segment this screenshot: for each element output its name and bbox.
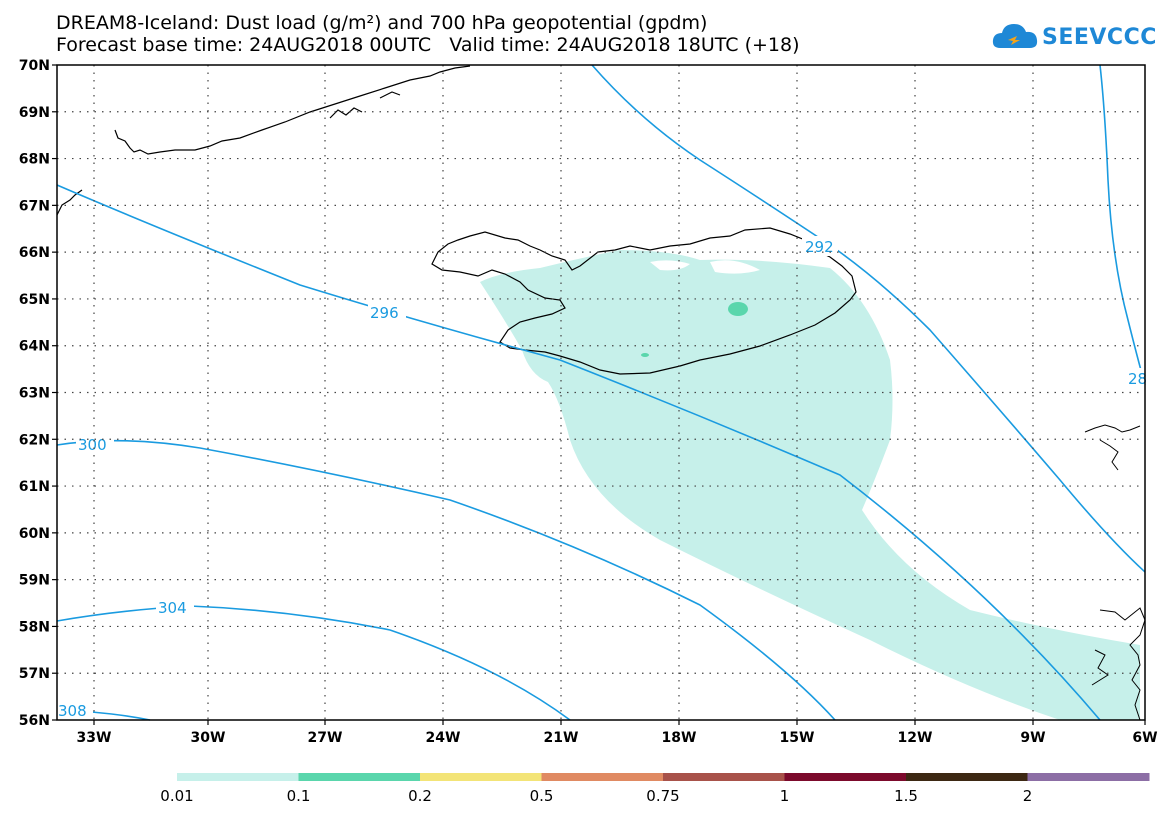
lat-label: 59N xyxy=(19,573,50,589)
lat-label: 61N xyxy=(19,479,50,495)
contour-label-304: 304 xyxy=(158,599,187,617)
legend-label: 0.1 xyxy=(287,787,311,805)
legend-swatch xyxy=(541,773,664,781)
iceland-coastline xyxy=(431,227,857,375)
contour-label-300: 300 xyxy=(78,436,107,454)
lat-label: 62N xyxy=(19,432,50,448)
scotland-coastline xyxy=(1091,607,1146,721)
forecast-time-subtitle: Forecast base time: 24AUG2018 00UTC Vali… xyxy=(56,34,800,56)
legend-swatch xyxy=(1027,773,1150,781)
lon-label: 33W xyxy=(77,730,112,746)
color-legend: 0.01 0.1 0.2 0.5 0.75 1 1.5 2 xyxy=(160,773,1150,805)
dust-area-medium-small xyxy=(641,353,649,357)
lat-label: 58N xyxy=(19,619,50,635)
lat-label: 57N xyxy=(19,666,50,682)
legend-label: 0.5 xyxy=(530,787,554,805)
grid-lines xyxy=(52,64,1146,725)
legend-swatch xyxy=(663,773,785,781)
legend-swatch xyxy=(298,773,421,781)
lat-label: 67N xyxy=(19,198,50,214)
legend-swatch xyxy=(784,773,907,781)
legend-label: 0.2 xyxy=(408,787,432,805)
legend-label: 1.5 xyxy=(894,787,918,805)
lat-label: 65N xyxy=(19,292,50,308)
lon-label: 12W xyxy=(898,730,933,746)
lon-label: 18W xyxy=(662,730,697,746)
lat-label: 63N xyxy=(19,386,50,402)
cloud-icon xyxy=(992,24,1038,48)
dust-area-low xyxy=(480,250,1140,720)
lon-label: 15W xyxy=(780,730,815,746)
latitude-axis: 70N 69N 68N 67N 66N 65N 64N 63N 62N 61N 60N 59N 58N 5… xyxy=(19,58,50,729)
longitude-axis: 33W 30W 27W 24W 21W 18W 15W 12W 9W 6W xyxy=(77,730,1158,746)
seevccc-logo: SEEVCCC xyxy=(990,18,1170,58)
lon-label: 9W xyxy=(1020,730,1045,746)
lon-label: 30W xyxy=(191,730,226,746)
contour-label-308: 308 xyxy=(58,702,87,720)
contour-label-28: 28 xyxy=(1128,370,1147,388)
lat-label: 64N xyxy=(19,339,50,355)
legend-swatch xyxy=(906,773,1028,781)
dust-area-medium xyxy=(728,302,748,316)
map-frame xyxy=(56,64,1146,721)
lat-label: 68N xyxy=(19,152,50,168)
legend-swatch xyxy=(420,773,542,781)
lat-label: 66N xyxy=(19,245,50,261)
lat-label: 56N xyxy=(19,713,50,729)
map-title: DREAM8-Iceland: Dust load (g/m²) and 700… xyxy=(56,12,708,34)
lat-label: 70N xyxy=(19,58,50,74)
lon-label: 6W xyxy=(1132,730,1157,746)
legend-label: 0.01 xyxy=(160,787,193,805)
geopotential-contours xyxy=(56,64,1146,721)
legend-label: 0.75 xyxy=(646,787,679,805)
legend-label: 2 xyxy=(1023,787,1033,805)
greenland-coastline xyxy=(56,65,471,216)
lon-label: 24W xyxy=(426,730,461,746)
logo-text: SEEVCCC xyxy=(1042,25,1157,50)
legend-swatch xyxy=(177,773,299,781)
legend-label: 1 xyxy=(780,787,790,805)
contour-label-296: 296 xyxy=(370,304,399,322)
lat-label: 69N xyxy=(19,105,50,121)
lon-label: 21W xyxy=(544,730,579,746)
dust-gap xyxy=(650,260,690,271)
faroe-coastline xyxy=(1084,424,1141,471)
lon-label: 27W xyxy=(308,730,343,746)
contour-label-292: 292 xyxy=(805,238,834,256)
lat-label: 60N xyxy=(19,526,50,542)
dust-gap-2 xyxy=(710,260,760,274)
